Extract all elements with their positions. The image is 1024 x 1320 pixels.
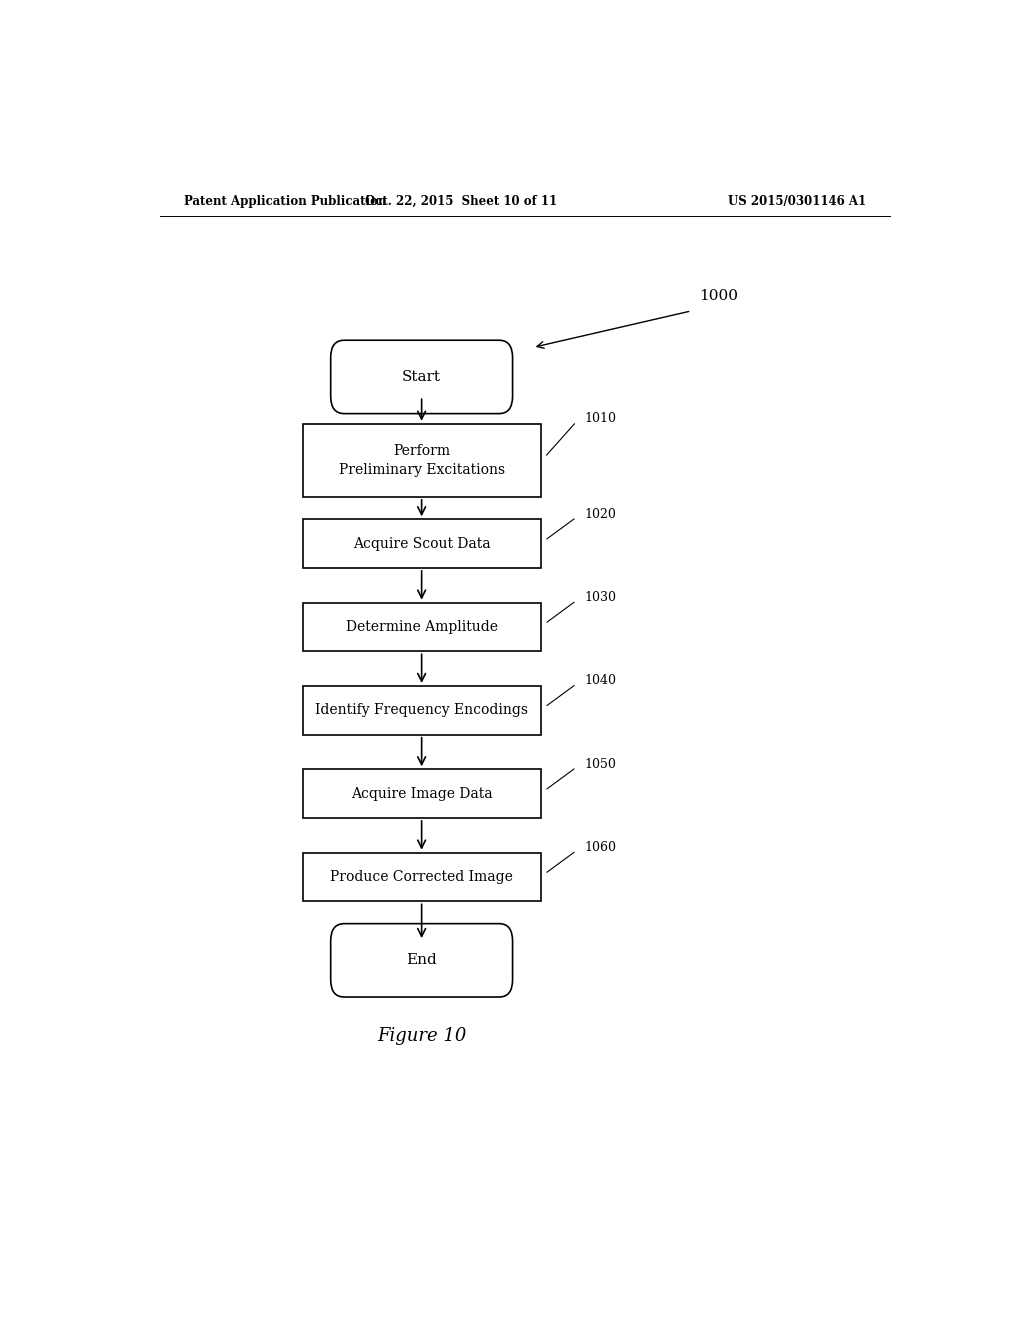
Text: Identify Frequency Encodings: Identify Frequency Encodings <box>315 704 528 717</box>
Bar <box>303 686 541 735</box>
Bar <box>303 770 541 818</box>
Text: 1030: 1030 <box>585 591 616 605</box>
Text: 1010: 1010 <box>585 412 616 425</box>
Bar <box>303 853 541 902</box>
Text: Acquire Scout Data: Acquire Scout Data <box>353 537 490 550</box>
Text: Figure 10: Figure 10 <box>377 1027 466 1044</box>
FancyBboxPatch shape <box>331 341 513 413</box>
Text: 1020: 1020 <box>585 508 616 520</box>
Text: Perform
Preliminary Excitations: Perform Preliminary Excitations <box>339 444 505 477</box>
Text: Acquire Image Data: Acquire Image Data <box>351 787 493 801</box>
Text: Oct. 22, 2015  Sheet 10 of 11: Oct. 22, 2015 Sheet 10 of 11 <box>366 194 557 207</box>
Text: 1050: 1050 <box>585 758 616 771</box>
Text: Determine Amplitude: Determine Amplitude <box>346 620 498 634</box>
Bar <box>303 519 541 568</box>
FancyBboxPatch shape <box>331 924 513 997</box>
Text: Start: Start <box>402 370 441 384</box>
Text: End: End <box>407 953 437 968</box>
Text: 1060: 1060 <box>585 841 616 854</box>
Text: Produce Corrected Image: Produce Corrected Image <box>330 870 513 884</box>
Text: 1040: 1040 <box>585 675 616 688</box>
Text: 1000: 1000 <box>699 289 738 302</box>
Bar <box>303 424 541 496</box>
Bar <box>303 602 541 651</box>
Text: Patent Application Publication: Patent Application Publication <box>183 194 386 207</box>
Text: US 2015/0301146 A1: US 2015/0301146 A1 <box>728 194 866 207</box>
